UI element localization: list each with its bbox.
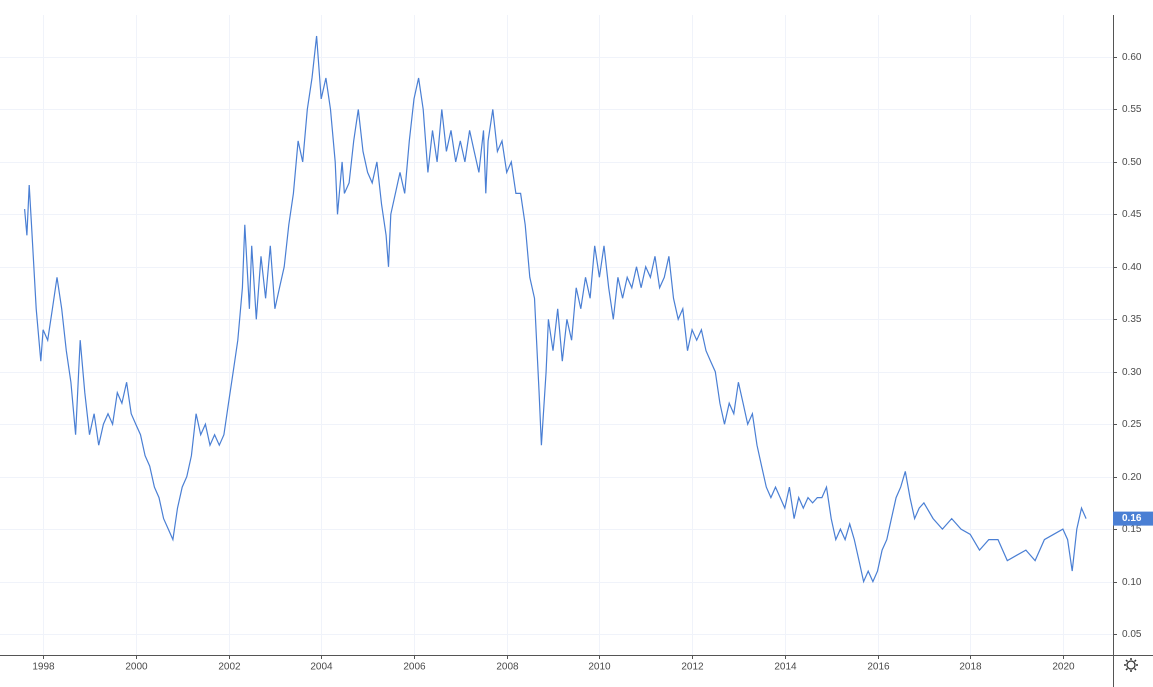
- x-tick-label: 2008: [496, 662, 519, 673]
- x-tick-label: 2016: [867, 662, 890, 673]
- x-tick-label: 2020: [1052, 662, 1075, 673]
- y-tick-label: 0.45: [1122, 209, 1142, 220]
- x-tick-label: 2012: [681, 662, 704, 673]
- grid: [0, 15, 1113, 655]
- y-tick-label: 0.30: [1122, 367, 1142, 378]
- y-tick-label: 0.40: [1122, 262, 1142, 273]
- x-tick-label: 2006: [403, 662, 426, 673]
- x-tick-label: 2010: [588, 662, 611, 673]
- last-price-label: 0.16: [1122, 513, 1142, 524]
- x-tick-label: 2014: [774, 662, 797, 673]
- y-tick-label: 0.20: [1122, 472, 1142, 483]
- y-tick-label: 0.05: [1122, 629, 1142, 640]
- x-tick-label: 1998: [32, 662, 55, 673]
- x-tick-label: 2018: [959, 662, 982, 673]
- settings-icon[interactable]: [1124, 658, 1138, 672]
- x-tick-label: 2004: [310, 662, 333, 673]
- y-tick-label: 0.55: [1122, 104, 1142, 115]
- y-tick-label: 0.15: [1122, 524, 1142, 535]
- y-tick-label: 0.60: [1122, 52, 1142, 63]
- x-tick-label: 2000: [125, 662, 148, 673]
- y-tick-label: 0.50: [1122, 157, 1142, 168]
- y-tick-label: 0.10: [1122, 577, 1142, 588]
- y-tick-label: 0.35: [1122, 314, 1142, 325]
- x-tick-label: 2002: [218, 662, 241, 673]
- last-price-badge: [1113, 511, 1153, 526]
- price-line: [24, 35, 1087, 584]
- y-tick-label: 0.25: [1122, 419, 1142, 430]
